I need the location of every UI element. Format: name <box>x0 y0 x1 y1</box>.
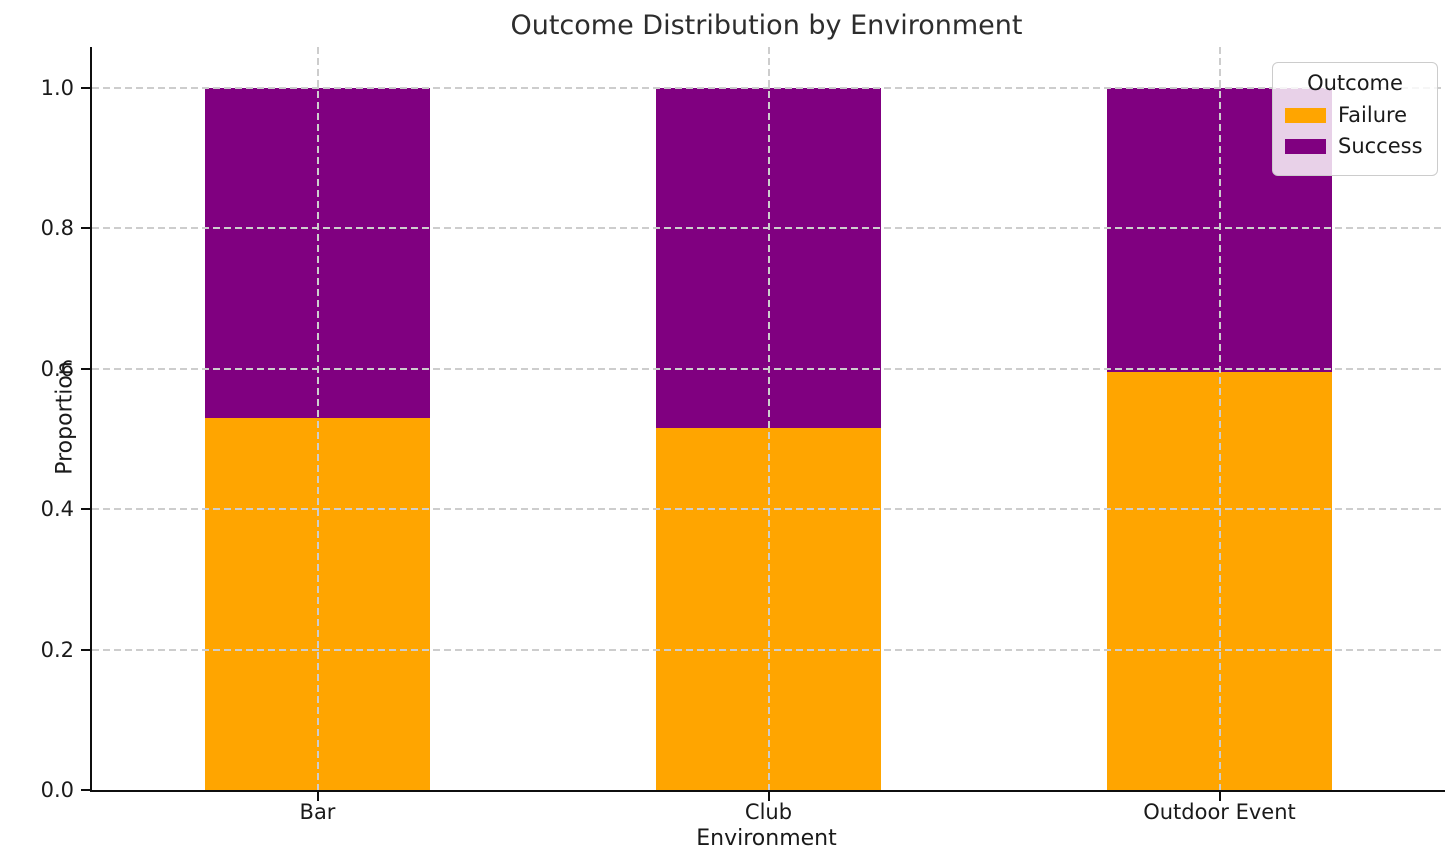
legend-label-success: Success <box>1338 134 1423 158</box>
y-tick-mark <box>81 508 90 511</box>
y-tick-label-0.0: 0.0 <box>40 778 74 802</box>
bar-segment-failure-bar <box>204 417 431 790</box>
x-tick-label-club: Club <box>744 800 793 824</box>
y-tick-mark <box>81 648 90 651</box>
y-tick-mark <box>81 227 90 230</box>
y-tick-label-0.2: 0.2 <box>40 637 74 662</box>
y-tick-label-0.6: 0.6 <box>40 356 74 381</box>
x-tick-label-outdoor-event: Outdoor Event <box>1143 800 1296 824</box>
y-tick-label-1.0: 1.0 <box>40 76 74 100</box>
y-tick-label-0.8: 0.8 <box>40 216 74 241</box>
legend-label-failure: Failure <box>1338 103 1408 127</box>
x-tick-mark <box>316 792 319 801</box>
chart-title: Outcome Distribution by Environment <box>510 10 1023 41</box>
legend-swatch-failure <box>1285 107 1326 123</box>
legend-title: Outcome <box>1307 71 1403 95</box>
bar-segment-failure-outdoor-event <box>1106 372 1333 790</box>
x-tick-label-bar: Bar <box>299 800 336 824</box>
legend-entries: Failure Success <box>1285 103 1425 158</box>
y-tick-mark <box>81 789 90 791</box>
x-tick-mark <box>767 792 770 801</box>
legend-entry-success: Success <box>1285 134 1425 158</box>
y-tick-label-0.4: 0.4 <box>40 497 74 522</box>
y-tick-mark <box>81 367 90 370</box>
x-axis-label: Environment <box>696 826 837 851</box>
legend-entry-failure: Failure <box>1285 103 1425 127</box>
y-tick-mark <box>81 87 90 89</box>
bar-segment-failure-club <box>655 428 882 790</box>
bar-segment-success-bar <box>204 88 431 418</box>
plot-area: Bar Club Outdoor Event 0.0 0.2 0.4 0.6 0.8 1.0 <box>41 47 1445 824</box>
bar-segment-success-club <box>655 88 882 429</box>
legend-swatch-success <box>1285 138 1326 154</box>
legend: Outcome Failure Success <box>1272 62 1438 176</box>
x-tick-mark <box>1218 792 1221 801</box>
